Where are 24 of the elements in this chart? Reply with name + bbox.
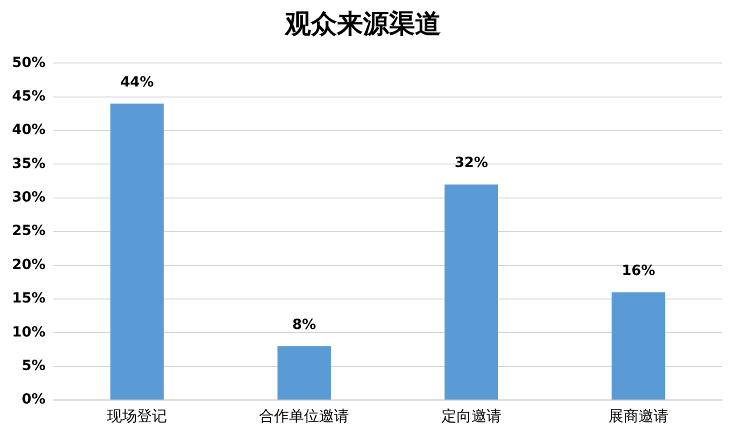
bar	[110, 104, 164, 400]
data-label: 32%	[454, 155, 488, 172]
data-label: 8%	[292, 316, 316, 333]
bar	[277, 346, 331, 400]
bar	[612, 292, 666, 400]
y-tick-label: 45%	[12, 88, 46, 105]
y-tick-label: 0%	[22, 392, 46, 408]
y-tick-label: 20%	[12, 256, 46, 273]
data-label: 44%	[120, 74, 154, 90]
y-tick-label: 15%	[12, 290, 46, 307]
y-tick-label: 40%	[12, 122, 46, 138]
x-tick-label: 展商邀请	[608, 406, 668, 425]
chart-title: 观众来源渠道	[284, 9, 441, 40]
x-tick-label: 现场登记	[107, 406, 168, 425]
x-tick-label: 合作单位邀请	[259, 406, 350, 425]
x-tick-label: 定向邀请	[441, 406, 502, 425]
y-tick-label: 25%	[12, 223, 46, 240]
y-tick-label: 5%	[22, 358, 46, 374]
y-tick-label: 50%	[12, 54, 46, 71]
y-tick-label: 35%	[12, 156, 46, 172]
bar	[444, 184, 498, 400]
y-tick-label: 10%	[12, 324, 46, 340]
y-tick-label: 30%	[12, 190, 46, 206]
data-label: 16%	[622, 262, 656, 279]
